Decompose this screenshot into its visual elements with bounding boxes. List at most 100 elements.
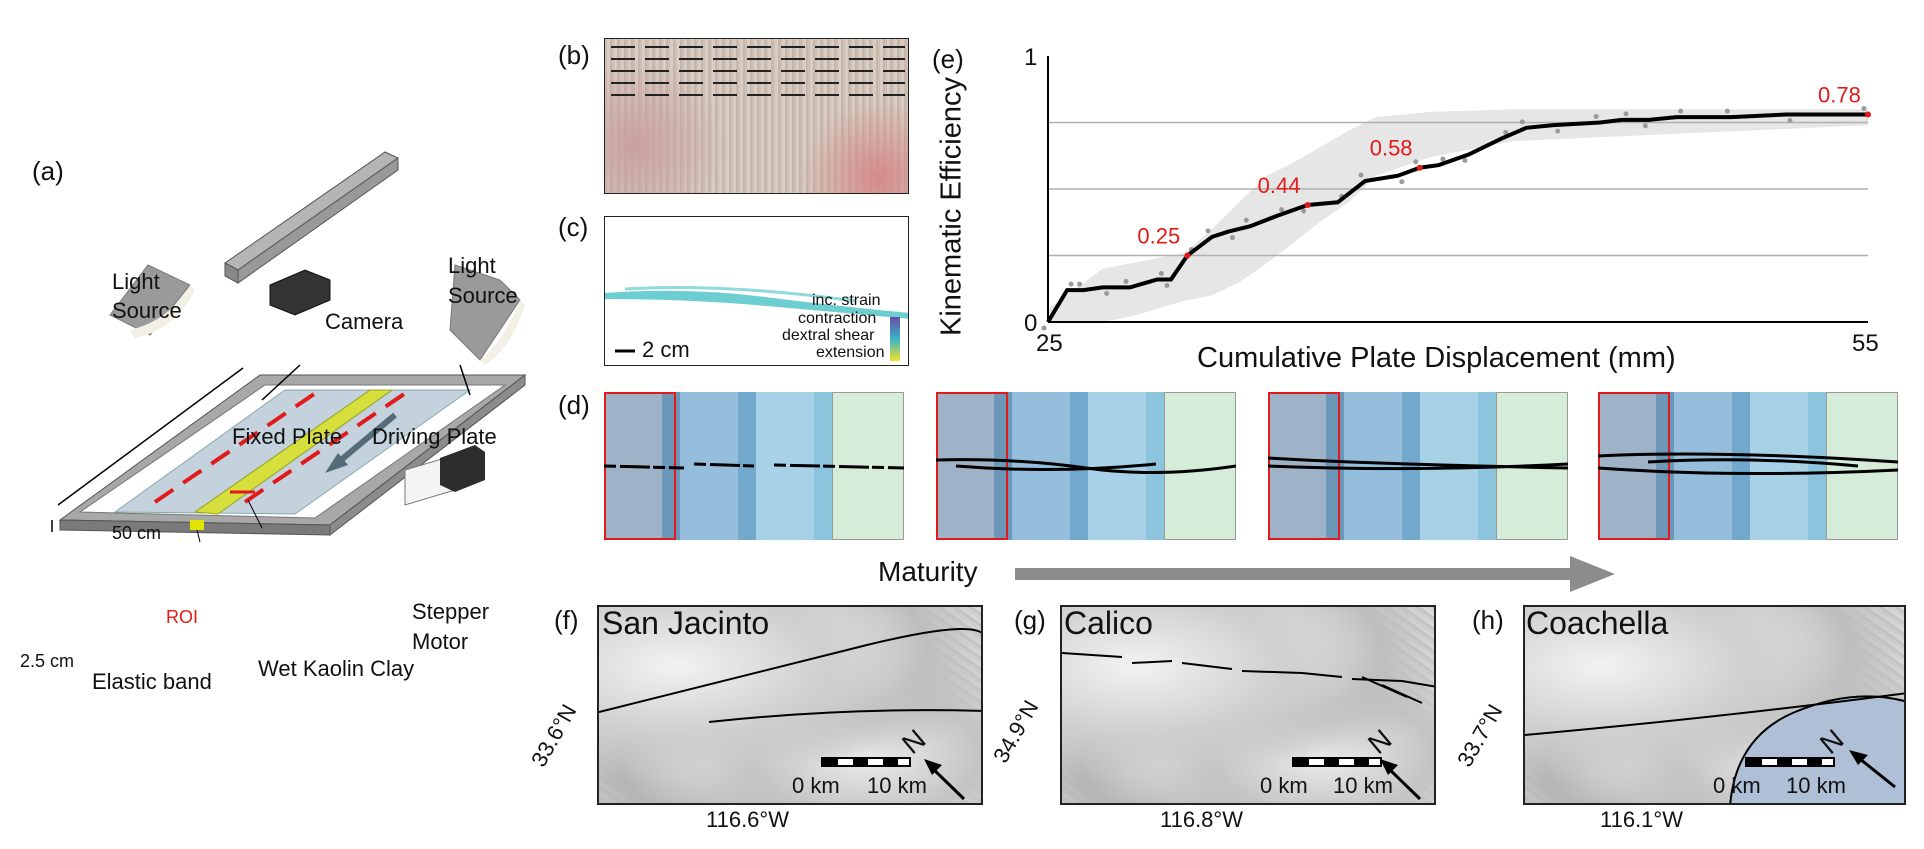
scale-bar (1292, 757, 1382, 767)
data-point (1724, 108, 1730, 114)
data-point (1593, 114, 1599, 119)
data-point (1678, 108, 1684, 114)
data-point (1229, 235, 1235, 241)
legend-contraction: contraction (798, 310, 877, 327)
map-f-scale10: 10 km (867, 773, 927, 798)
apparatus-diagram (51, 151, 527, 543)
uncertainty-band (1048, 109, 1868, 322)
length-label: 50 cm (112, 523, 162, 543)
data-point (1623, 111, 1629, 117)
maturity-arrow (1015, 556, 1615, 592)
map-h-scale10: 10 km (1786, 773, 1846, 798)
light-right-line2: Source (448, 283, 518, 308)
data-point (1158, 270, 1164, 276)
data-point (1123, 278, 1129, 284)
legend-dextral-shear: dextral shear (782, 327, 875, 344)
stepper-line1: Stepper (412, 599, 490, 624)
data-point (1279, 207, 1285, 213)
map-calico (1060, 605, 1436, 805)
map-h-lon: 116.1°W (1600, 807, 1683, 832)
strain-panel-c (604, 216, 909, 366)
panel-d-letter: (d) (558, 390, 590, 420)
data-point (1358, 172, 1364, 178)
data-point (1104, 290, 1110, 296)
maturity-label: Maturity (878, 556, 978, 587)
data-point (1164, 282, 1170, 288)
map-f-lat: 33.6°N (526, 700, 582, 772)
panel-g-letter: (g) (1014, 605, 1046, 635)
map-g-lat: 34.9°N (988, 696, 1044, 768)
map-f-name: San Jacinto (602, 605, 770, 641)
maturity-stage-2 (936, 392, 1236, 540)
scale-bar (1745, 757, 1835, 767)
annotation-point (1416, 164, 1423, 171)
camera-label: Camera (325, 309, 404, 334)
light-left-line2: Source (112, 298, 182, 323)
data-point (1503, 129, 1509, 135)
panel-c-letter: (c) (558, 212, 589, 242)
x-tick-right: 55 (1852, 330, 1879, 357)
map-f-scale0: 0 km (792, 773, 840, 798)
elastic-band-label: Elastic band (92, 669, 212, 694)
maturity-stage-3 (1268, 392, 1568, 540)
data-point (1555, 128, 1561, 134)
data-point (1413, 159, 1419, 165)
map-g-lon: 116.8°W (1160, 807, 1243, 832)
clay-label: Wet Kaolin Clay (258, 656, 415, 681)
data-point (1440, 156, 1446, 162)
data-point (1301, 208, 1307, 214)
data-point (1462, 157, 1468, 163)
maturity-stage-1 (604, 392, 904, 540)
fixed-plate-label: Fixed Plate (232, 424, 343, 449)
data-point (1861, 106, 1867, 112)
map-g-scale0: 0 km (1260, 773, 1308, 798)
data-point (1243, 217, 1249, 223)
annotation-point (1304, 201, 1311, 208)
annotation-label: 0.58 (1370, 136, 1413, 161)
map-g-scale10: 10 km (1333, 773, 1393, 798)
legend-extension: extension (816, 344, 885, 361)
efficiency-line (1046, 112, 1868, 324)
light-left-line1: Light (112, 269, 160, 294)
efficiency-chart: 0.25 0.44 0.58 0.78 (1041, 56, 1871, 331)
roi-label: ROI (166, 607, 199, 627)
strain-band (605, 286, 908, 361)
annotation-point (1865, 111, 1871, 118)
annotation-label: 0.25 (1137, 224, 1180, 249)
panel-a-letter: (a) (32, 156, 64, 186)
strain-scale-label: 2 cm (642, 337, 690, 362)
annotation-label: 0.44 (1258, 173, 1301, 198)
annotation-point (1184, 252, 1191, 259)
legend-inc-strain: inc. strain (812, 292, 881, 309)
light-right-line1: Light (448, 253, 496, 278)
driving-plate-label: Driving Plate (372, 424, 497, 449)
map-coachella (1523, 605, 1906, 805)
x-tick-left: 25 (1036, 330, 1063, 357)
data-point (1642, 123, 1648, 129)
data-point (1068, 281, 1074, 287)
photo-panel-b (604, 38, 909, 194)
data-point (1399, 179, 1405, 185)
height-label: 2.5 cm (20, 651, 75, 671)
y-tick-top: 1 (1024, 44, 1038, 71)
map-h-lat: 33.7°N (1452, 700, 1508, 772)
scale-bar (821, 757, 911, 767)
y-axis-label: Kinematic Efficiency (935, 77, 968, 336)
data-point (1041, 325, 1047, 331)
panel-f-letter: (f) (554, 605, 579, 635)
data-point (1787, 118, 1793, 124)
data-point (1077, 281, 1083, 287)
map-h-name: Coachella (1526, 605, 1669, 641)
map-g-name: Calico (1064, 605, 1153, 641)
panel-h-letter: (h) (1472, 605, 1504, 635)
arrow-field (610, 46, 906, 96)
panel-e-letter: (e) (932, 44, 964, 74)
annotation-label: 0.78 (1818, 83, 1861, 108)
x-axis-label: Cumulative Plate Displacement (mm) (1197, 342, 1676, 374)
stepper-line2: Motor (412, 629, 469, 654)
data-point (1205, 228, 1211, 234)
y-tick-bottom: 0 (1024, 310, 1038, 337)
data-point (1519, 119, 1525, 125)
maturity-stage-4 (1598, 392, 1898, 540)
panel-b-letter: (b) (558, 40, 590, 70)
